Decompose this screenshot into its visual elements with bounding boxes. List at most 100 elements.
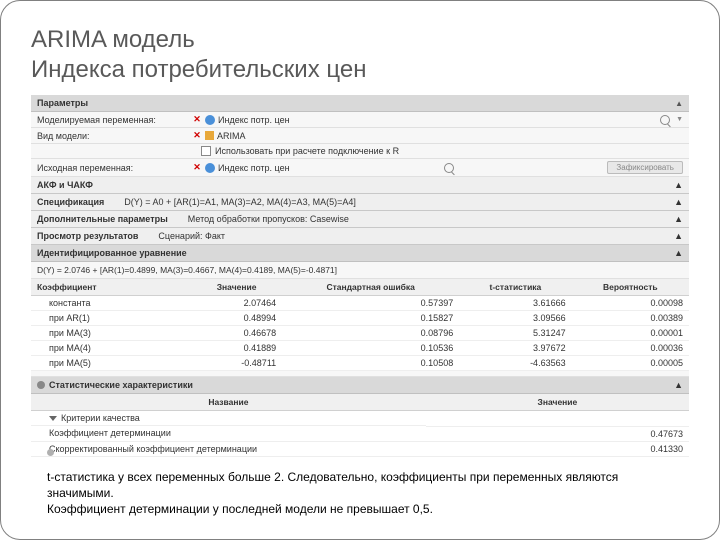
clear-icon[interactable]: ✕ bbox=[192, 130, 202, 141]
chevron-up-icon: ▲ bbox=[675, 99, 683, 108]
stats-row-val: 0.47673 bbox=[426, 426, 689, 441]
clear-icon[interactable]: ✕ bbox=[192, 114, 202, 125]
row-spec[interactable]: Спецификация D(Y) = A0 + [AR(1)=A1, MA(3… bbox=[31, 194, 689, 211]
param-model-var-label: Моделируемая переменная: bbox=[37, 115, 192, 125]
coef-cell-p: 0.00389 bbox=[572, 311, 689, 326]
title-line-2: Индекса потребительских цен bbox=[31, 55, 689, 85]
search-icon[interactable] bbox=[444, 163, 454, 173]
coef-cell-t: 3.97672 bbox=[459, 341, 571, 356]
clear-icon[interactable]: ✕ bbox=[192, 162, 202, 173]
stats-table-header: Название Значение bbox=[31, 394, 689, 411]
addl-label: Дополнительные параметры bbox=[37, 214, 168, 224]
param-model-var-value: Индекс потр. цен bbox=[218, 115, 290, 125]
coef-cell-name: при MA(5) bbox=[31, 356, 191, 371]
param-model-var: Моделируемая переменная: ✕ Индекс потр. … bbox=[31, 112, 689, 128]
param-src-var-label: Исходная переменная: bbox=[37, 163, 192, 173]
param-model-type-label: Вид модели: bbox=[37, 131, 192, 141]
stats-quality-label: Критерии качества bbox=[61, 413, 140, 423]
eq-text: D(Y) = 2.0746 + [AR(1)=0.4899, MA(3)=0.4… bbox=[31, 262, 689, 279]
section-stats-label: Статистические характеристики bbox=[49, 380, 193, 390]
coef-row: при MA(5)-0.487110.10508-4.635630.00005 bbox=[31, 356, 689, 371]
stats-quality-row[interactable]: Критерии качества bbox=[31, 411, 689, 427]
stats-quality-cell: Критерии качества bbox=[31, 411, 426, 426]
search-icon[interactable] bbox=[660, 115, 670, 125]
coef-table: Коэффициент Значение Стандартная ошибка … bbox=[31, 279, 689, 371]
footer-line-1: t-статистика у всех переменных больше 2.… bbox=[47, 469, 673, 501]
section-akf-label: АКФ и ЧАКФ bbox=[37, 180, 93, 190]
chevron-up-icon: ▲ bbox=[674, 231, 683, 241]
fix-button[interactable]: Зафиксировать bbox=[607, 161, 683, 174]
param-use-r: Использовать при расчете подключение к R bbox=[31, 144, 689, 159]
globe-icon bbox=[205, 115, 215, 125]
stats-row-val: 0.41330 bbox=[426, 441, 689, 456]
coef-row: при AR(1)0.489940.158273.095660.00389 bbox=[31, 311, 689, 326]
app-screenshot: Параметры ▲ Моделируемая переменная: ✕ И… bbox=[31, 95, 689, 457]
stats-row: Коэффициент детерминации 0.47673 bbox=[31, 426, 689, 441]
coef-cell-t: 3.09566 bbox=[459, 311, 571, 326]
param-src-var: Исходная переменная: ✕ Индекс потр. цен … bbox=[31, 159, 689, 177]
coef-cell-name: при AR(1) bbox=[31, 311, 191, 326]
coef-th-t: t-статистика bbox=[459, 279, 571, 296]
bullet-icon bbox=[37, 381, 45, 389]
param-use-r-label: Использовать при расчете подключение к R bbox=[215, 146, 399, 156]
coef-cell-val: 0.41889 bbox=[191, 341, 282, 356]
cube-icon bbox=[205, 131, 214, 140]
coef-row: при MA(3)0.466780.087965.312470.00001 bbox=[31, 326, 689, 341]
title-line-1: ARIMA модель bbox=[31, 25, 689, 55]
globe-icon bbox=[205, 163, 215, 173]
checkbox-use-r[interactable] bbox=[201, 146, 211, 156]
bullet-decoration bbox=[47, 449, 54, 456]
section-params-label: Параметры bbox=[37, 98, 88, 108]
row-addl[interactable]: Дополнительные параметры Метод обработки… bbox=[31, 211, 689, 228]
chevron-up-icon: ▲ bbox=[674, 197, 683, 207]
coef-cell-p: 0.00005 bbox=[572, 356, 689, 371]
coef-cell-name: при MA(4) bbox=[31, 341, 191, 356]
row-results[interactable]: Просмотр результатов Сценарий: Факт ▲ bbox=[31, 228, 689, 245]
coef-cell-se: 0.57397 bbox=[282, 296, 459, 311]
coef-cell-val: -0.48711 bbox=[191, 356, 282, 371]
slide-title: ARIMA модель Индекса потребительских цен bbox=[31, 25, 689, 85]
section-stats[interactable]: Статистические характеристики ▲ bbox=[31, 377, 689, 394]
coef-cell-se: 0.10508 bbox=[282, 356, 459, 371]
triangle-down-icon bbox=[49, 416, 57, 421]
coef-cell-val: 0.48994 bbox=[191, 311, 282, 326]
coef-cell-p: 0.00098 bbox=[572, 296, 689, 311]
coef-cell-val: 0.46678 bbox=[191, 326, 282, 341]
section-eq[interactable]: Идентифицированное уравнение ▲ bbox=[31, 245, 689, 262]
coef-cell-val: 2.07464 bbox=[191, 296, 282, 311]
coef-th-se: Стандартная ошибка bbox=[282, 279, 459, 296]
param-model-type-value: ARIMA bbox=[217, 131, 246, 141]
coef-cell-name: при MA(3) bbox=[31, 326, 191, 341]
stats-row: Скорректированный коэффициент детерминац… bbox=[31, 441, 689, 456]
chevron-up-icon: ▲ bbox=[674, 180, 683, 190]
stats-table: Название Значение Критерии качества Коэф… bbox=[31, 394, 689, 457]
param-src-var-value: Индекс потр. цен bbox=[218, 163, 290, 173]
coef-th-name: Коэффициент bbox=[31, 279, 191, 296]
coef-row: константа2.074640.573973.616660.00098 bbox=[31, 296, 689, 311]
chevron-down-icon[interactable]: ▼ bbox=[676, 116, 683, 123]
coef-cell-p: 0.00001 bbox=[572, 326, 689, 341]
results-label: Просмотр результатов bbox=[37, 231, 138, 241]
coef-cell-t: 5.31247 bbox=[459, 326, 571, 341]
chevron-up-icon: ▲ bbox=[674, 248, 683, 258]
stats-row-name: Коэффициент детерминации bbox=[31, 426, 426, 441]
coef-cell-p: 0.00036 bbox=[572, 341, 689, 356]
footer-line-2: Коэффициент детерминации у последней мод… bbox=[47, 501, 673, 517]
coef-th-val: Значение bbox=[191, 279, 282, 296]
section-akf[interactable]: АКФ и ЧАКФ ▲ bbox=[31, 177, 689, 194]
coef-cell-se: 0.10536 bbox=[282, 341, 459, 356]
footer-text: t-статистика у всех переменных больше 2.… bbox=[31, 469, 689, 518]
coef-th-p: Вероятность bbox=[572, 279, 689, 296]
coef-table-header: Коэффициент Значение Стандартная ошибка … bbox=[31, 279, 689, 296]
section-eq-label: Идентифицированное уравнение bbox=[37, 248, 187, 258]
param-model-type: Вид модели: ✕ ARIMA bbox=[31, 128, 689, 144]
addl-value: Метод обработки пропусков: Casewise bbox=[188, 214, 674, 224]
coef-cell-se: 0.15827 bbox=[282, 311, 459, 326]
coef-row: при MA(4)0.418890.105363.976720.00036 bbox=[31, 341, 689, 356]
spec-value: D(Y) = A0 + [AR(1)=A1, MA(3)=A2, MA(4)=A… bbox=[124, 197, 674, 207]
section-params[interactable]: Параметры ▲ bbox=[31, 95, 689, 112]
coef-cell-name: константа bbox=[31, 296, 191, 311]
spec-label: Спецификация bbox=[37, 197, 104, 207]
chevron-up-icon: ▲ bbox=[674, 214, 683, 224]
stats-th-val: Значение bbox=[426, 394, 689, 411]
